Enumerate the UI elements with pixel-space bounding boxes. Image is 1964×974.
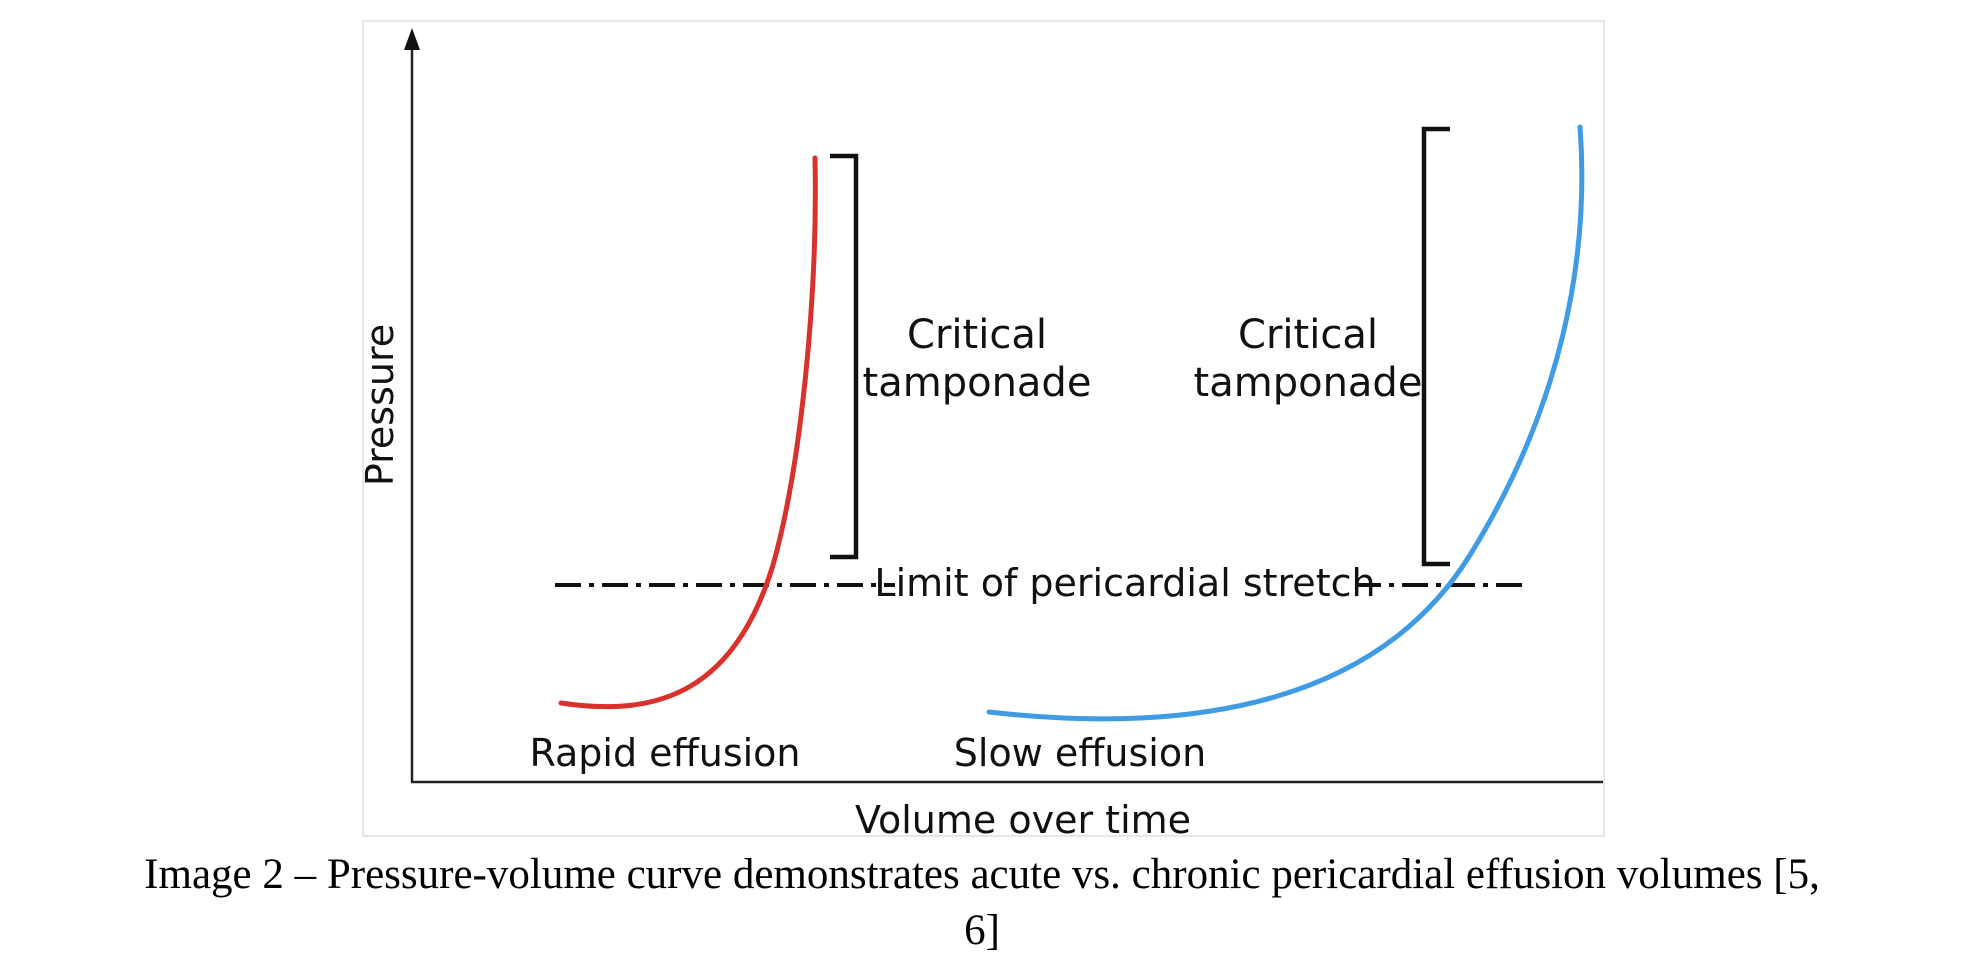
slow-effusion-label: Slow effusion xyxy=(954,731,1206,775)
y-axis-label: Pressure xyxy=(358,324,402,486)
critical-right-line2: tamponade xyxy=(1194,360,1423,406)
y-axis-arrow xyxy=(404,28,420,50)
x-axis-label: Volume over time xyxy=(855,798,1191,842)
caption-line-1: Image 2 – Pressure-volume curve demonstr… xyxy=(144,851,1820,898)
critical-bracket-right xyxy=(1421,126,1450,567)
critical-left-line1: Critical xyxy=(907,312,1047,358)
critical-bracket-left xyxy=(830,153,859,560)
figure-frame xyxy=(362,20,1605,837)
critical-right-line1: Critical xyxy=(1238,312,1378,358)
critical-left-line2: tamponade xyxy=(863,360,1092,406)
rapid-effusion-label: Rapid effusion xyxy=(529,731,800,775)
slow-effusion-curve xyxy=(986,124,1585,722)
limit-label: Limit of pericardial stretch xyxy=(874,561,1375,605)
rapid-effusion-curve xyxy=(558,155,818,710)
caption-line-2: 6] xyxy=(964,907,1000,954)
